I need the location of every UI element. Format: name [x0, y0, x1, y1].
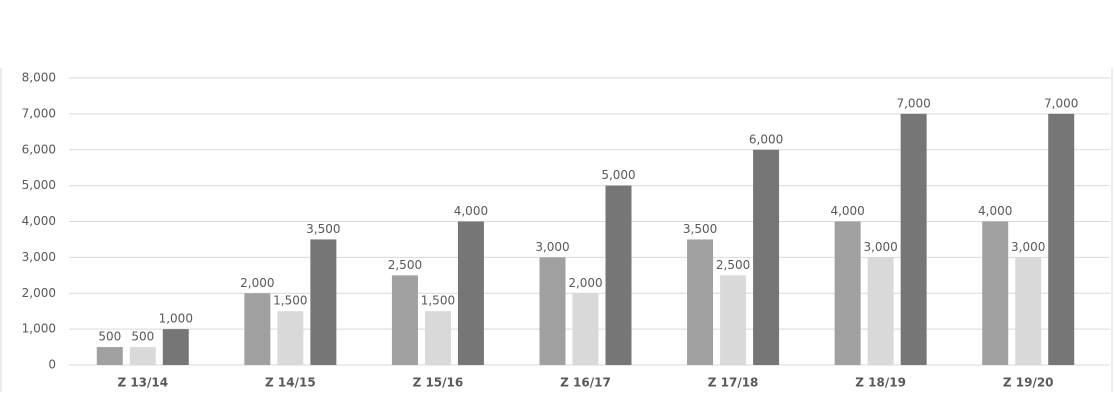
x-tick-label: Z 15/16: [413, 376, 464, 390]
x-tick-label: Z 16/17: [560, 376, 611, 390]
bar: [162, 329, 189, 365]
y-tick-label: 0: [48, 358, 56, 372]
data-label: 1,000: [159, 312, 193, 326]
bar: [572, 293, 599, 365]
y-tick-label: 5,000: [22, 178, 56, 192]
x-tick-label: Z 17/18: [708, 376, 759, 390]
bar: [1015, 257, 1042, 365]
bar: [96, 347, 123, 365]
data-label: 4,000: [978, 204, 1012, 218]
x-tick-label: Z 13/14: [117, 376, 168, 390]
data-label: 7,000: [896, 96, 930, 110]
x-tick-label: Z 19/20: [1003, 376, 1054, 390]
data-label: 1,500: [421, 294, 455, 308]
data-label: 2,000: [240, 276, 274, 290]
y-tick-label: 6,000: [22, 142, 56, 156]
data-label: 7,000: [1044, 96, 1078, 110]
bar: [900, 113, 927, 365]
bar: [687, 239, 714, 365]
bar: [424, 311, 451, 365]
bar: [129, 347, 156, 365]
bar: [539, 257, 566, 365]
bar: [244, 293, 271, 365]
data-label: 5,000: [601, 168, 635, 182]
data-label: 1,500: [273, 294, 307, 308]
y-tick-label: 4,000: [22, 214, 56, 228]
data-label: 3,000: [1011, 240, 1045, 254]
data-label: 4,000: [454, 204, 488, 218]
y-tick-label: 8,000: [22, 71, 56, 85]
y-tick-label: 1,000: [22, 322, 56, 336]
x-tick-label: Z 18/19: [855, 376, 906, 390]
data-label: 500: [131, 330, 154, 344]
bar: [605, 185, 632, 365]
bar: [277, 311, 304, 365]
data-label: 6,000: [749, 132, 783, 146]
data-label: 2,500: [388, 258, 422, 272]
bar: [753, 149, 780, 365]
bar: [310, 239, 337, 365]
data-label: 2,000: [568, 276, 602, 290]
x-tick-label: Z 14/15: [265, 376, 316, 390]
bar: [867, 257, 894, 365]
data-label: 3,000: [863, 240, 897, 254]
data-label: 500: [98, 330, 121, 344]
bar: [982, 221, 1009, 365]
bar: [834, 221, 861, 365]
y-tick-label: 7,000: [22, 106, 56, 120]
y-tick-label: 3,000: [22, 250, 56, 264]
bar: [457, 221, 484, 365]
data-label: 3,000: [535, 240, 569, 254]
data-label: 2,500: [716, 258, 750, 272]
data-label: 4,000: [830, 204, 864, 218]
bar: [1048, 113, 1075, 365]
bar: [720, 275, 747, 365]
data-label: 3,500: [306, 222, 340, 236]
bar: [391, 275, 418, 365]
data-label: 3,500: [683, 222, 717, 236]
y-tick-label: 2,000: [22, 286, 56, 300]
